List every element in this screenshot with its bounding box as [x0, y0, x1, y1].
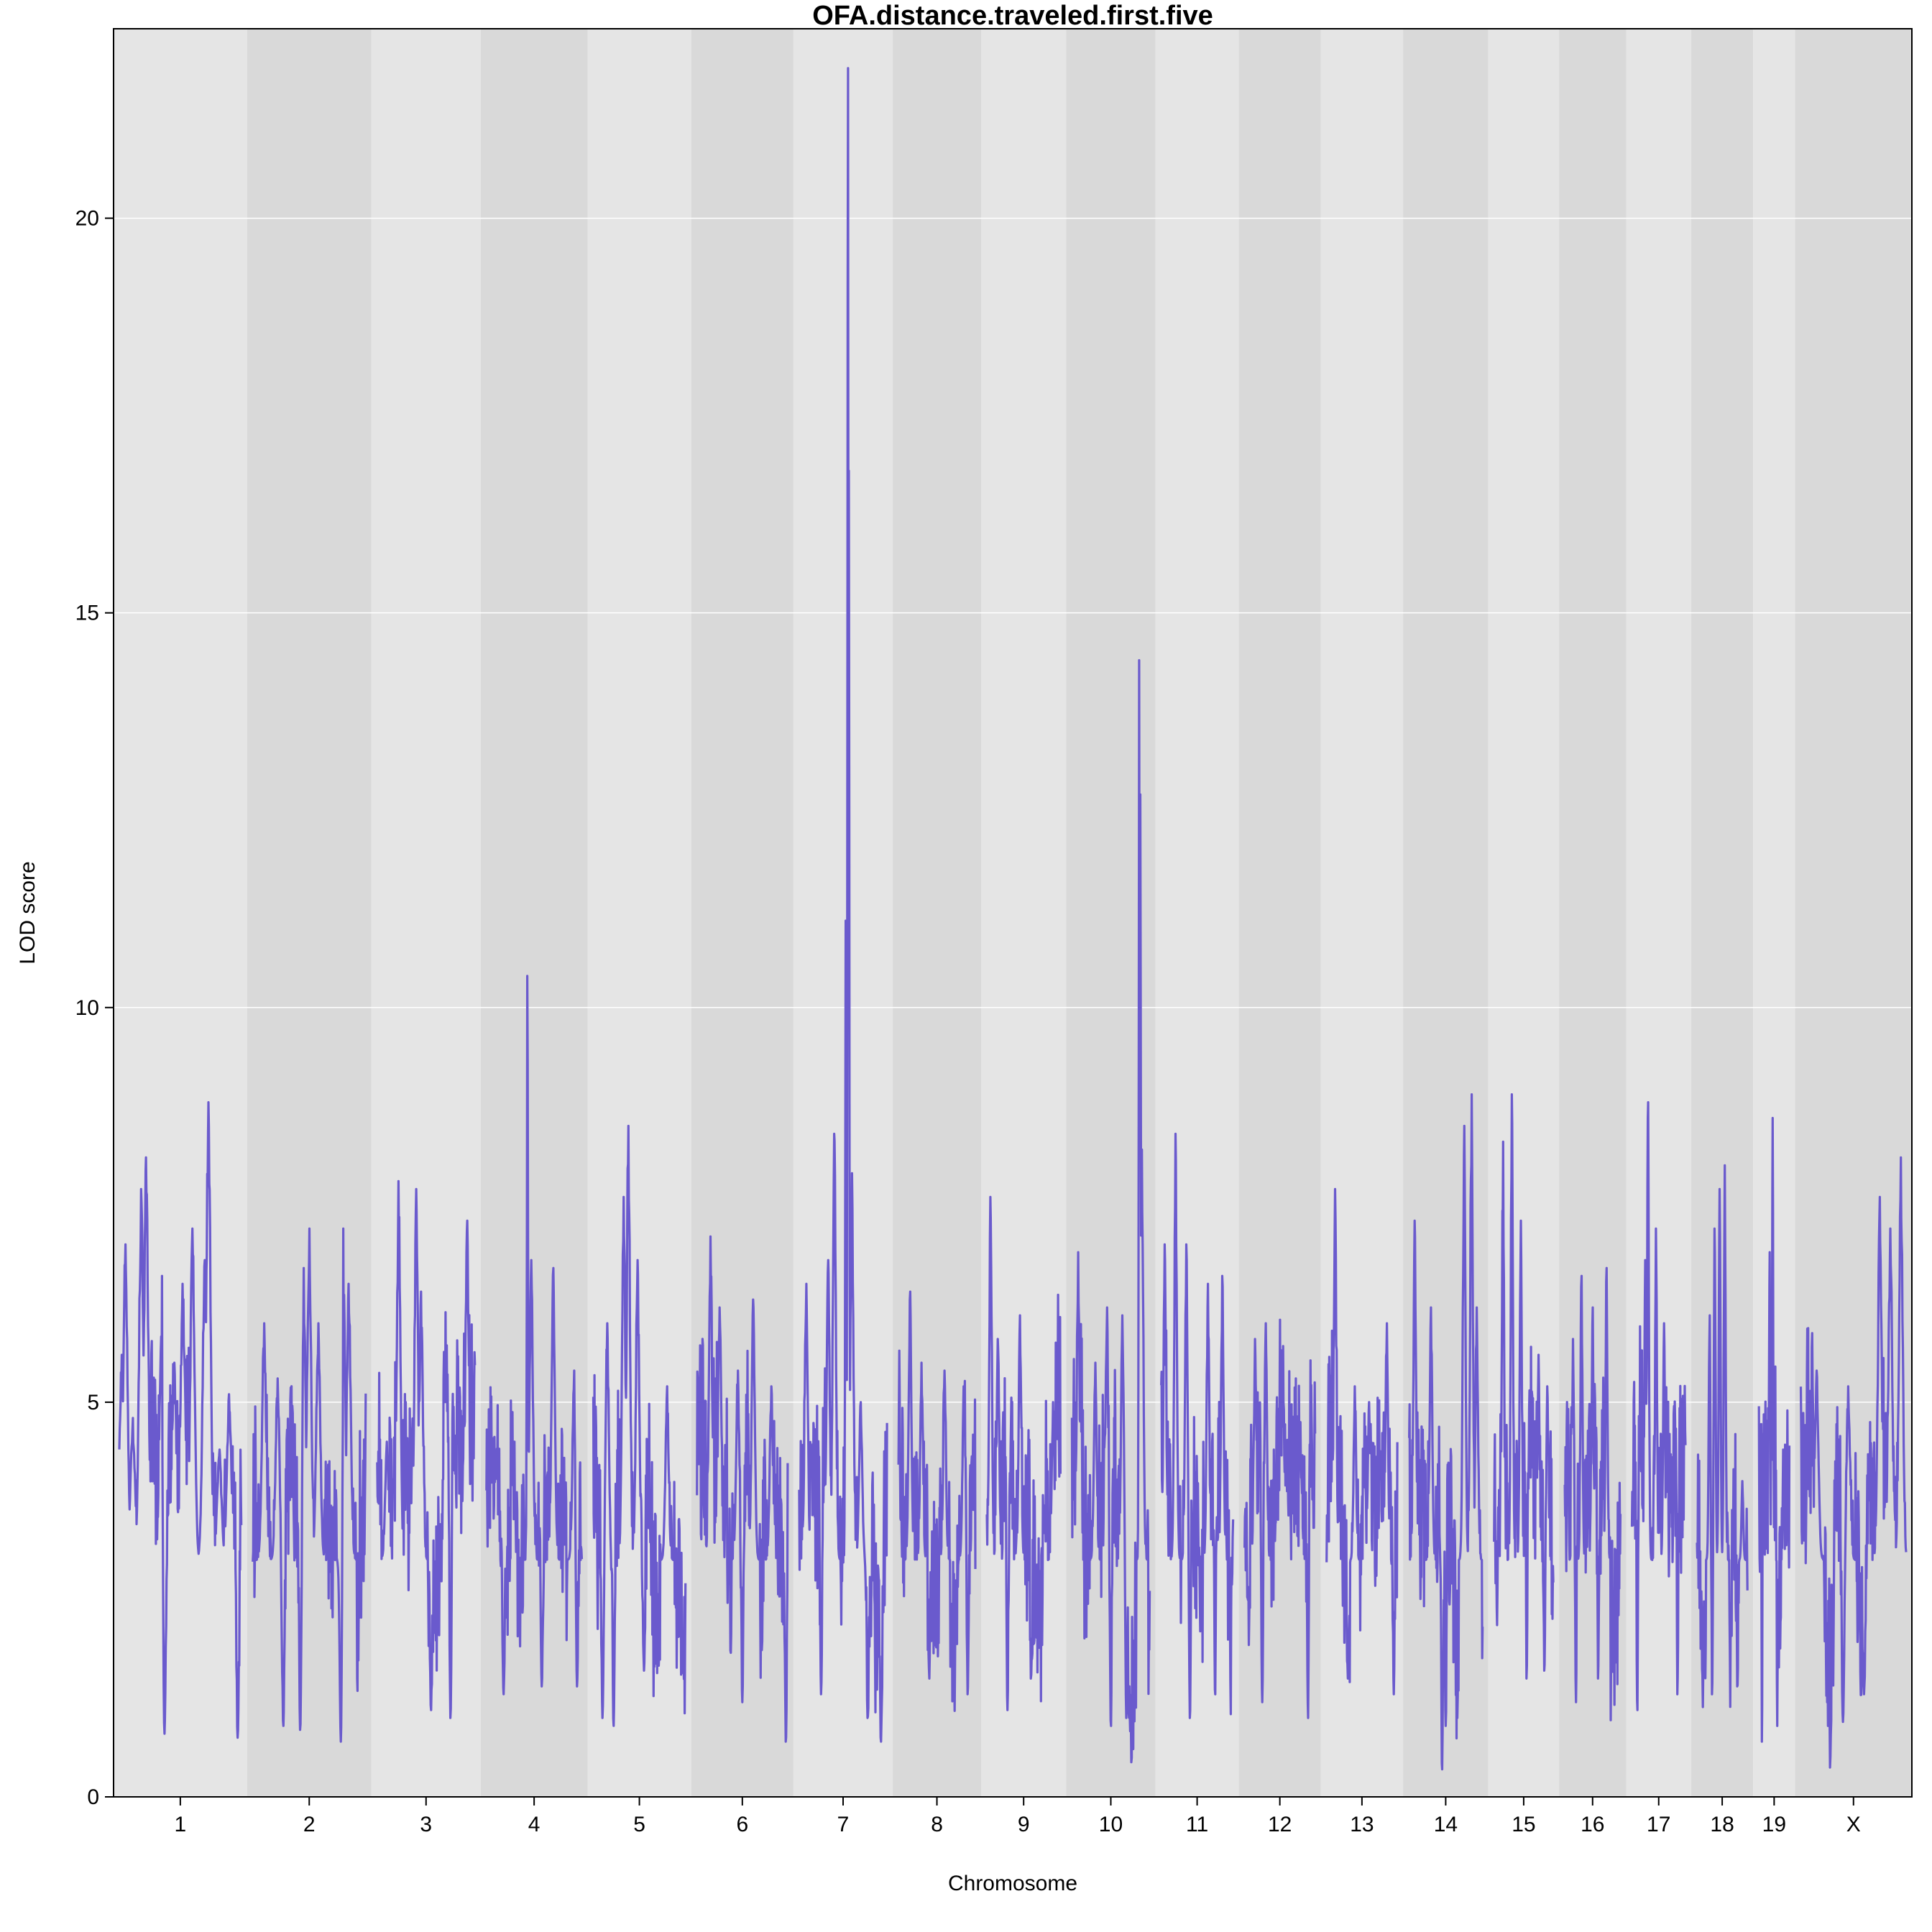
- lod-line-chr-14: [1408, 1093, 1484, 1771]
- lod-line-chr-13: [1325, 1187, 1399, 1696]
- y-tick-label-15: 15: [75, 602, 99, 625]
- x-tick-label-1: 1: [175, 1813, 187, 1836]
- lod-line-chr-6: [696, 1235, 789, 1743]
- x-tick-label-19: 19: [1762, 1813, 1786, 1836]
- lod-line-chr-17: [1630, 1101, 1687, 1711]
- lod-line-chr-10: [1070, 659, 1151, 1764]
- x-axis: 1 2 3 4 5 6 7 8 9 10 11 12 13 14 15 16 17 18 19 X: [175, 1797, 1861, 1836]
- x-tick-label-15: 15: [1512, 1813, 1535, 1836]
- y-axis: 0 5 10 15 20: [75, 207, 114, 1809]
- plot-frame: [113, 28, 1913, 1798]
- lod-line-chr-3: [376, 1179, 477, 1719]
- x-tick-label-4: 4: [528, 1813, 540, 1836]
- x-tick-label-17: 17: [1647, 1813, 1670, 1836]
- x-tick-label-18: 18: [1710, 1813, 1734, 1836]
- x-tick-label-7: 7: [837, 1813, 850, 1836]
- x-tick-label-11: 11: [1186, 1813, 1208, 1836]
- lod-line-chr-8: [897, 1290, 977, 1712]
- lod-line-chr-X: [1799, 1156, 1908, 1769]
- x-tick-label-13: 13: [1350, 1813, 1374, 1836]
- chromosome-band-1: [114, 29, 247, 1797]
- lod-line-chr-4: [485, 975, 584, 1696]
- chromosome-band-14: [1403, 29, 1489, 1797]
- x-tick-label-X: X: [1846, 1813, 1861, 1836]
- y-tick-label-20: 20: [75, 207, 99, 231]
- lod-line-chr-7: [798, 67, 888, 1743]
- lod-line-chr-16: [1563, 1266, 1622, 1721]
- lod-line-chr-2: [252, 1227, 367, 1743]
- x-tick-label-8: 8: [931, 1813, 943, 1836]
- x-tick-label-5: 5: [633, 1813, 645, 1836]
- lod-line-chr-9: [985, 1195, 1062, 1711]
- lod-line-chr-12: [1243, 1318, 1317, 1719]
- lod-line-chr-19: [1757, 1116, 1791, 1743]
- lod-line-chr-11: [1160, 1132, 1235, 1719]
- y-tick-label-0: 0: [87, 1785, 99, 1809]
- lod-series: [118, 67, 1908, 1771]
- lod-line-chr-1: [118, 1101, 243, 1739]
- x-tick-label-6: 6: [736, 1813, 748, 1836]
- lod-line-chr-5: [592, 1124, 687, 1727]
- x-tick-label-2: 2: [303, 1813, 316, 1836]
- x-tick-label-16: 16: [1581, 1813, 1604, 1836]
- x-tick-label-10: 10: [1099, 1813, 1123, 1836]
- x-tick-label-3: 3: [420, 1813, 432, 1836]
- y-axis-label: LOD score: [16, 861, 40, 964]
- chromosome-band-5: [587, 29, 691, 1797]
- y-tick-label-5: 5: [87, 1391, 99, 1414]
- chart-title: OFA.distance.traveled.first.five: [812, 1, 1213, 31]
- lod-line-chr-18: [1696, 1164, 1749, 1708]
- y-tick-label-10: 10: [75, 996, 99, 1020]
- x-tick-label-14: 14: [1434, 1813, 1458, 1836]
- lod-line-chr-15: [1493, 1093, 1555, 1680]
- chromosome-band-10: [1066, 29, 1156, 1797]
- x-axis-label: Chromosome: [948, 1872, 1077, 1895]
- x-tick-label-12: 12: [1268, 1813, 1292, 1836]
- x-tick-label-9: 9: [1018, 1813, 1030, 1836]
